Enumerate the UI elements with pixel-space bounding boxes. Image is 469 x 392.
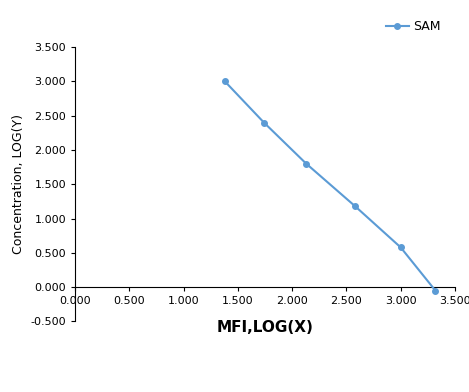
Legend: SAM: SAM — [386, 20, 441, 33]
SAM — [432, 288, 438, 293]
SAM — [352, 204, 358, 209]
SAM — [261, 120, 267, 125]
Y-axis label: Concentration, LOG(Y): Concentration, LOG(Y) — [12, 114, 25, 254]
SAM — [303, 162, 309, 166]
SAM — [398, 245, 403, 250]
X-axis label: MFI,LOG(X): MFI,LOG(X) — [217, 320, 313, 335]
Line: SAM: SAM — [222, 78, 438, 293]
SAM — [222, 79, 227, 84]
